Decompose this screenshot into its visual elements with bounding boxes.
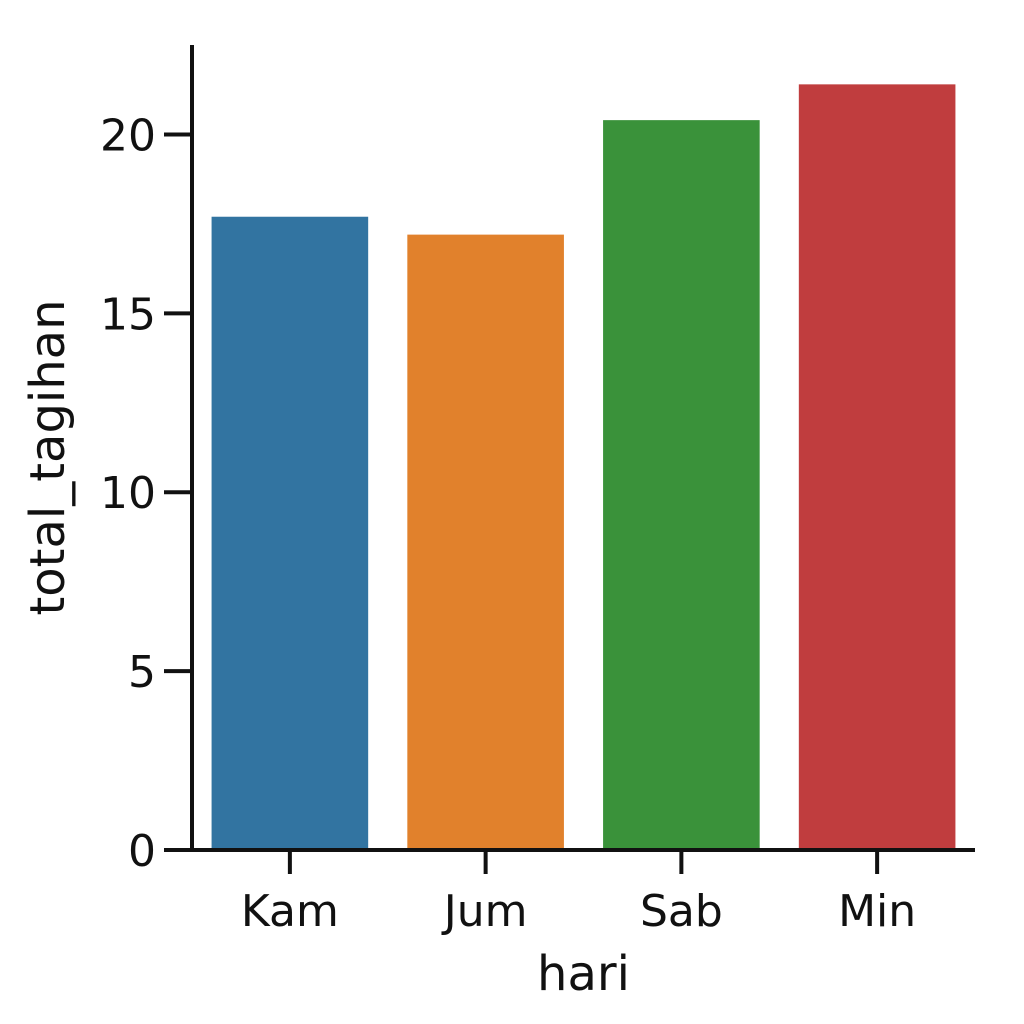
bar-jum (407, 234, 564, 851)
y-axis-ticks: 0 5 10 15 20 (100, 110, 192, 877)
bar-kam (211, 216, 369, 850)
x-axis-label: hari (537, 946, 630, 1002)
y-tick-label: 10 (100, 468, 156, 519)
y-tick-label: 15 (100, 289, 156, 340)
y-tick-label: 0 (128, 826, 156, 877)
bars-layer (211, 84, 956, 851)
y-tick-label: 20 (100, 110, 156, 161)
x-tick-label: Sab (640, 886, 723, 937)
y-axis-label: total_tagihan (20, 299, 76, 615)
x-tick-label: Min (838, 886, 916, 937)
bar-sab (603, 120, 760, 851)
y-tick-label: 5 (128, 647, 156, 698)
x-tick-label: Jum (441, 886, 528, 937)
x-tick-label: Kam (241, 886, 339, 937)
bar-min (798, 84, 956, 851)
x-axis-ticks: Kam Jum Sab Min (241, 850, 916, 937)
